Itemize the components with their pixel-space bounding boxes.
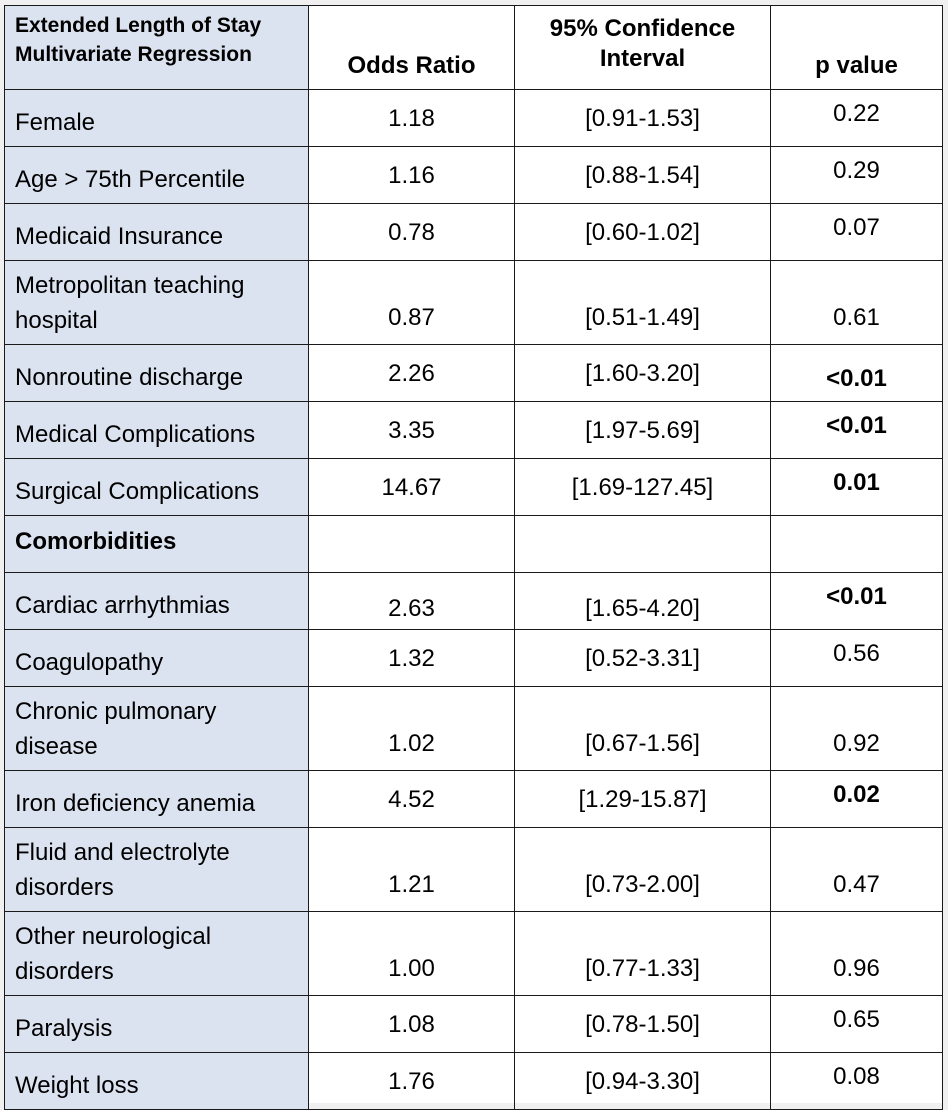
odds-ratio-cell: 1.02: [308, 686, 515, 771]
odds-ratio-cell: 1.21: [308, 827, 515, 912]
regression-table-container: Extended Length of Stay Multivariate Reg…: [4, 5, 943, 1110]
table-row: Fluid and electrolyte disorders 1.21 [0.…: [4, 827, 943, 912]
header-confidence-interval: 95% Confidence Interval: [514, 5, 771, 90]
odds-ratio-cell: 1.16: [308, 146, 515, 204]
odds-ratio-cell: 1.08: [308, 995, 515, 1053]
ci-cell: [0.91-1.53]: [514, 89, 771, 147]
row-label: Iron deficiency anemia: [4, 770, 309, 828]
table-row: Iron deficiency anemia 4.52 [1.29-15.87]…: [4, 770, 943, 828]
table-row: Medical Complications 3.35 [1.97-5.69] <…: [4, 401, 943, 459]
table-row: Surgical Complications 14.67 [1.69-127.4…: [4, 458, 943, 516]
row-label: Other neurological disorders: [4, 911, 309, 996]
table-row: Female 1.18 [0.91-1.53] 0.22: [4, 89, 943, 147]
table-row: Other neurological disorders 1.00 [0.77-…: [4, 911, 943, 996]
p-value-cell: <0.01: [770, 344, 943, 402]
odds-ratio-cell: 1.18: [308, 89, 515, 147]
header-odds-ratio: Odds Ratio: [308, 5, 515, 90]
table-row: Weight loss 1.76 [0.94-3.30] 0.08: [4, 1052, 943, 1110]
p-value-cell: 0.96: [770, 911, 943, 996]
ci-cell: [0.94-3.30]: [514, 1052, 771, 1110]
p-value-cell: [770, 515, 943, 573]
header-p-value: p value: [770, 5, 943, 90]
p-value-cell: <0.01: [770, 572, 943, 630]
ci-cell: [0.78-1.50]: [514, 995, 771, 1053]
p-value-cell: 0.92: [770, 686, 943, 771]
table-row: Coagulopathy 1.32 [0.52-3.31] 0.56: [4, 629, 943, 687]
p-value-cell: 0.22: [770, 89, 943, 147]
odds-ratio-cell: 4.52: [308, 770, 515, 828]
row-label: Surgical Complications: [4, 458, 309, 516]
row-label: Female: [4, 89, 309, 147]
odds-ratio-cell: 2.63: [308, 572, 515, 630]
section-row-comorbidities: Comorbidities: [4, 515, 943, 573]
ci-cell: [0.60-1.02]: [514, 203, 771, 261]
table-row: Nonroutine discharge 2.26 [1.60-3.20] <0…: [4, 344, 943, 402]
row-label: Medical Complications: [4, 401, 309, 459]
p-value-cell: 0.29: [770, 146, 943, 204]
row-label: Chronic pulmonary disease: [4, 686, 309, 771]
p-value-cell: 0.56: [770, 629, 943, 687]
ci-cell: [0.73-2.00]: [514, 827, 771, 912]
ci-cell: [1.97-5.69]: [514, 401, 771, 459]
row-label: Paralysis: [4, 995, 309, 1053]
row-label: Age > 75th Percentile: [4, 146, 309, 204]
table-row: Metropolitan teaching hospital 0.87 [0.5…: [4, 260, 943, 345]
header-variable: Extended Length of Stay Multivariate Reg…: [4, 5, 309, 90]
table-row: Medicaid Insurance 0.78 [0.60-1.02] 0.07: [4, 203, 943, 261]
odds-ratio-cell: 3.35: [308, 401, 515, 459]
ci-cell: [1.65-4.20]: [514, 572, 771, 630]
ci-cell: [1.60-3.20]: [514, 344, 771, 402]
row-label: Fluid and electrolyte disorders: [4, 827, 309, 912]
ci-cell: [0.51-1.49]: [514, 260, 771, 345]
table-row: Chronic pulmonary disease 1.02 [0.67-1.5…: [4, 686, 943, 771]
odds-ratio-cell: 1.32: [308, 629, 515, 687]
regression-table: Extended Length of Stay Multivariate Reg…: [4, 5, 943, 1110]
p-value-cell: 0.61: [770, 260, 943, 345]
p-value-cell: 0.47: [770, 827, 943, 912]
row-label: Metropolitan teaching hospital: [4, 260, 309, 345]
odds-ratio-cell: [308, 515, 515, 573]
odds-ratio-cell: 1.00: [308, 911, 515, 996]
row-label: Coagulopathy: [4, 629, 309, 687]
row-label: Cardiac arrhythmias: [4, 572, 309, 630]
table-header-row: Extended Length of Stay Multivariate Reg…: [4, 5, 943, 90]
table-row: Paralysis 1.08 [0.78-1.50] 0.65: [4, 995, 943, 1053]
p-value-cell: 0.07: [770, 203, 943, 261]
row-label: Weight loss: [4, 1052, 309, 1110]
table-row: Cardiac arrhythmias 2.63 [1.65-4.20] <0.…: [4, 572, 943, 630]
row-label: Medicaid Insurance: [4, 203, 309, 261]
section-label: Comorbidities: [4, 515, 309, 573]
ci-cell: [0.77-1.33]: [514, 911, 771, 996]
p-value-cell: <0.01: [770, 401, 943, 459]
p-value-cell: 0.08: [770, 1052, 943, 1110]
odds-ratio-cell: 0.78: [308, 203, 515, 261]
p-value-cell: 0.65: [770, 995, 943, 1053]
odds-ratio-cell: 0.87: [308, 260, 515, 345]
odds-ratio-cell: 1.76: [308, 1052, 515, 1110]
ci-cell: [514, 515, 771, 573]
odds-ratio-cell: 14.67: [308, 458, 515, 516]
ci-cell: [1.69-127.45]: [514, 458, 771, 516]
ci-cell: [0.67-1.56]: [514, 686, 771, 771]
p-value-cell: 0.02: [770, 770, 943, 828]
ci-cell: [1.29-15.87]: [514, 770, 771, 828]
table-row: Age > 75th Percentile 1.16 [0.88-1.54] 0…: [4, 146, 943, 204]
ci-cell: [0.52-3.31]: [514, 629, 771, 687]
ci-cell: [0.88-1.54]: [514, 146, 771, 204]
p-value-cell: 0.01: [770, 458, 943, 516]
row-label: Nonroutine discharge: [4, 344, 309, 402]
odds-ratio-cell: 2.26: [308, 344, 515, 402]
